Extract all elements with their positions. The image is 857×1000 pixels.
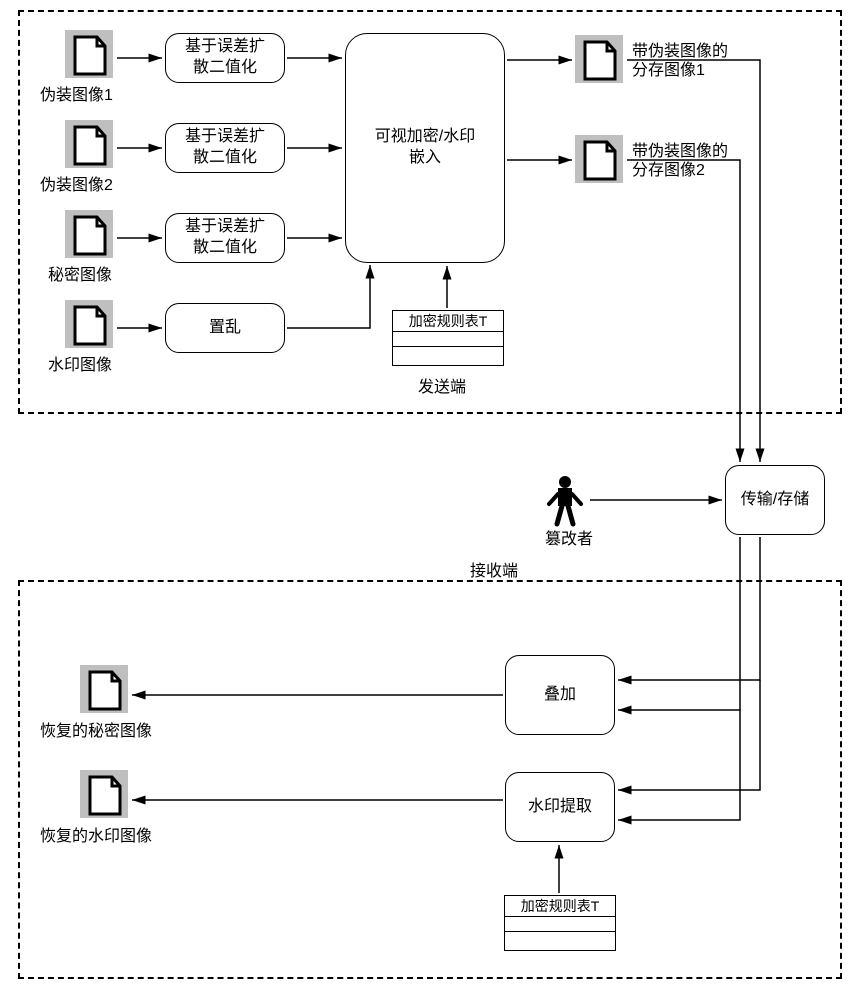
- tamperer-icon: [549, 476, 581, 524]
- binarize3-box: 基于误差扩 散二值化: [165, 213, 285, 263]
- binarize2-box: 基于误差扩 散二值化: [165, 123, 285, 173]
- out1-label: 带伪装图像的 分存图像1: [632, 42, 728, 80]
- binarize1-box: 基于误差扩 散二值化: [165, 33, 285, 83]
- rule-table-sender: 加密规则表T: [392, 310, 504, 366]
- rule-table-title: 加密规则表T: [393, 311, 503, 332]
- extract-box: 水印提取: [505, 772, 615, 842]
- secret-label: 秘密图像: [48, 266, 112, 285]
- tamperer-label: 篡改者: [545, 530, 593, 549]
- scramble-box: 置乱: [165, 303, 285, 353]
- disguise1-label: 伪装图像1: [40, 86, 113, 105]
- rec-watermark-label: 恢复的水印图像: [40, 827, 152, 846]
- rule-table-title-2: 加密规则表T: [505, 896, 615, 917]
- sender-label: 发送端: [418, 378, 466, 397]
- encrypt-box: 可视加密/水印 嵌入: [345, 33, 505, 263]
- overlay-box: 叠加: [505, 655, 615, 735]
- disguise2-label: 伪装图像2: [40, 176, 113, 195]
- out2-label: 带伪装图像的 分存图像2: [632, 142, 728, 180]
- transmit-box: 传输/存储: [725, 465, 825, 535]
- rule-table-receiver: 加密规则表T: [504, 895, 616, 951]
- receiver-label: 接收端: [470, 562, 518, 581]
- receiver-enclosure: [18, 580, 842, 979]
- rec-secret-label: 恢复的秘密图像: [40, 722, 152, 741]
- watermark-label: 水印图像: [48, 356, 112, 375]
